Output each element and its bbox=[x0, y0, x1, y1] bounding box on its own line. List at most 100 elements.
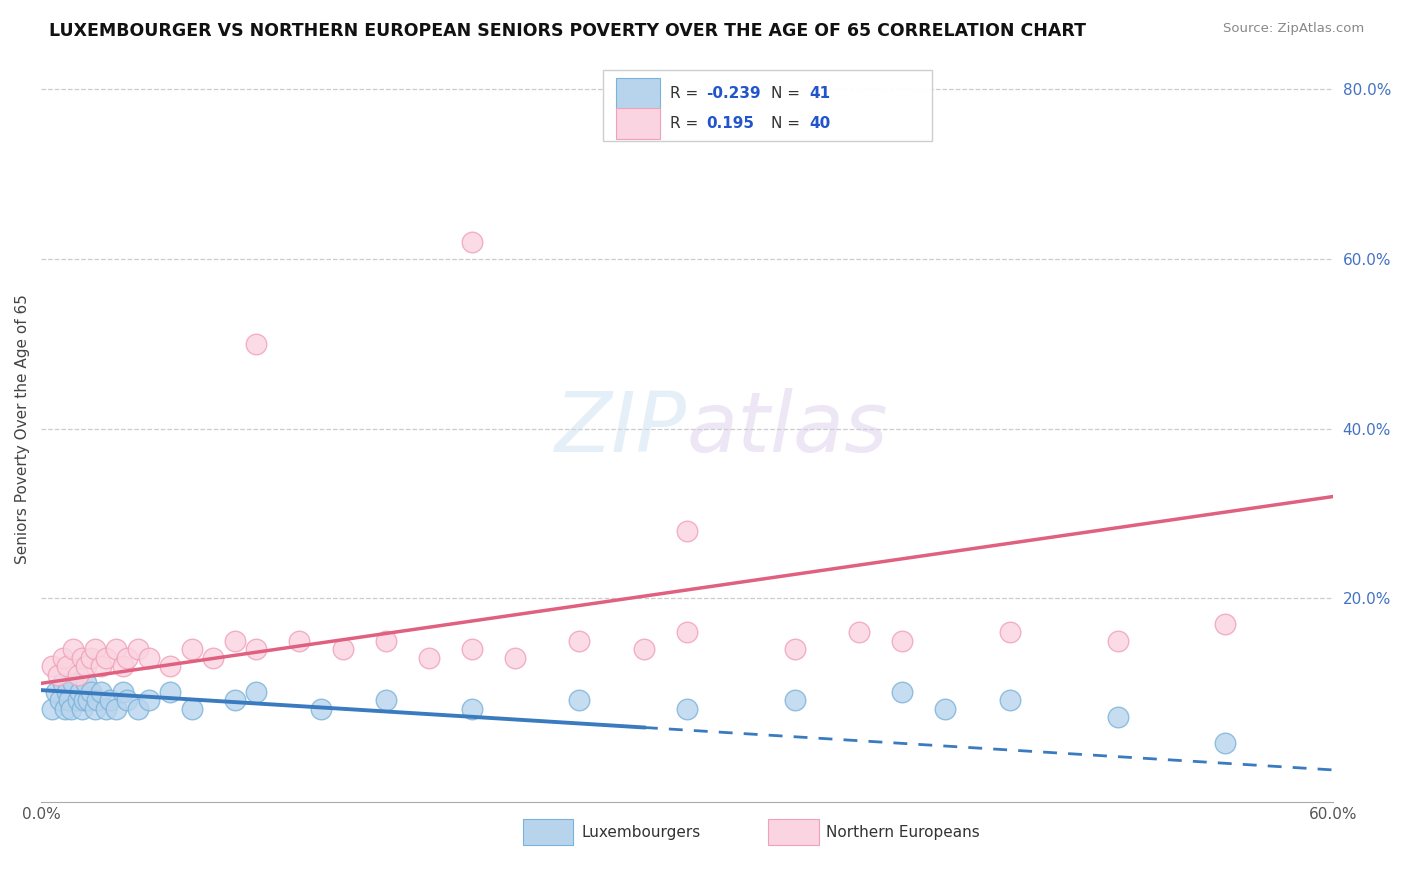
Point bbox=[90, 685, 112, 699]
Point bbox=[998, 625, 1021, 640]
Y-axis label: Seniors Poverty Over the Age of 65: Seniors Poverty Over the Age of 65 bbox=[15, 293, 30, 564]
Point bbox=[115, 651, 138, 665]
Point bbox=[159, 659, 181, 673]
Point bbox=[288, 633, 311, 648]
Point bbox=[84, 702, 107, 716]
Point bbox=[568, 693, 591, 707]
Point bbox=[58, 693, 80, 707]
Point bbox=[418, 651, 440, 665]
Point bbox=[105, 702, 128, 716]
Point bbox=[66, 693, 89, 707]
Point bbox=[891, 633, 914, 648]
Text: N =: N = bbox=[770, 116, 804, 131]
Point bbox=[460, 702, 482, 716]
Text: LUXEMBOURGER VS NORTHERN EUROPEAN SENIORS POVERTY OVER THE AGE OF 65 CORRELATION: LUXEMBOURGER VS NORTHERN EUROPEAN SENIOR… bbox=[49, 22, 1087, 40]
Point bbox=[676, 702, 699, 716]
Point bbox=[56, 685, 79, 699]
FancyBboxPatch shape bbox=[603, 70, 932, 141]
Point bbox=[77, 693, 100, 707]
Point bbox=[245, 642, 267, 657]
Point bbox=[180, 642, 202, 657]
Point bbox=[460, 235, 482, 249]
Point bbox=[783, 693, 806, 707]
Point bbox=[503, 651, 526, 665]
Text: N =: N = bbox=[770, 86, 804, 101]
Point bbox=[75, 676, 97, 690]
Point bbox=[41, 702, 63, 716]
Point bbox=[332, 642, 354, 657]
Point bbox=[94, 702, 117, 716]
Point bbox=[94, 651, 117, 665]
Point bbox=[115, 693, 138, 707]
Point bbox=[934, 702, 956, 716]
Point bbox=[224, 633, 246, 648]
Point bbox=[245, 685, 267, 699]
Text: R =: R = bbox=[671, 116, 703, 131]
Point bbox=[891, 685, 914, 699]
Point bbox=[460, 642, 482, 657]
Point bbox=[568, 633, 591, 648]
Point bbox=[374, 693, 396, 707]
FancyBboxPatch shape bbox=[523, 820, 574, 845]
Point bbox=[1107, 633, 1129, 648]
Text: ZIP: ZIP bbox=[555, 388, 688, 469]
Point bbox=[62, 676, 84, 690]
Point bbox=[245, 336, 267, 351]
Point bbox=[79, 685, 101, 699]
FancyBboxPatch shape bbox=[616, 108, 659, 139]
Point bbox=[69, 685, 91, 699]
Point bbox=[783, 642, 806, 657]
Point bbox=[90, 659, 112, 673]
Text: 41: 41 bbox=[810, 86, 831, 101]
Point bbox=[202, 651, 225, 665]
Point bbox=[138, 693, 160, 707]
Point bbox=[105, 642, 128, 657]
Point bbox=[676, 524, 699, 538]
Point bbox=[676, 625, 699, 640]
Point bbox=[73, 693, 96, 707]
Point bbox=[70, 651, 93, 665]
Point bbox=[41, 659, 63, 673]
Point bbox=[1107, 710, 1129, 724]
Point bbox=[1213, 616, 1236, 631]
Point bbox=[45, 685, 67, 699]
Point bbox=[309, 702, 332, 716]
Point bbox=[52, 676, 75, 690]
Point bbox=[52, 651, 75, 665]
Point bbox=[998, 693, 1021, 707]
Point bbox=[84, 642, 107, 657]
Text: Source: ZipAtlas.com: Source: ZipAtlas.com bbox=[1223, 22, 1364, 36]
Point bbox=[66, 668, 89, 682]
Point bbox=[62, 642, 84, 657]
Point bbox=[79, 651, 101, 665]
Point bbox=[848, 625, 870, 640]
Text: Northern Europeans: Northern Europeans bbox=[827, 824, 980, 839]
Point bbox=[56, 659, 79, 673]
Point bbox=[138, 651, 160, 665]
Point bbox=[111, 685, 134, 699]
Point bbox=[127, 642, 149, 657]
Point bbox=[60, 702, 83, 716]
Point bbox=[224, 693, 246, 707]
Text: 40: 40 bbox=[810, 116, 831, 131]
Text: Luxembourgers: Luxembourgers bbox=[581, 824, 700, 839]
Point bbox=[75, 659, 97, 673]
Point bbox=[70, 702, 93, 716]
FancyBboxPatch shape bbox=[768, 820, 818, 845]
Point bbox=[98, 693, 121, 707]
Point bbox=[49, 693, 72, 707]
Point bbox=[1213, 736, 1236, 750]
Point bbox=[180, 702, 202, 716]
Text: R =: R = bbox=[671, 86, 703, 101]
FancyBboxPatch shape bbox=[616, 78, 659, 109]
Point bbox=[159, 685, 181, 699]
Text: 0.195: 0.195 bbox=[706, 116, 755, 131]
Point bbox=[633, 642, 655, 657]
Point bbox=[53, 702, 76, 716]
Text: atlas: atlas bbox=[688, 388, 889, 469]
Point bbox=[374, 633, 396, 648]
Point bbox=[86, 693, 108, 707]
Point bbox=[111, 659, 134, 673]
Point bbox=[127, 702, 149, 716]
Point bbox=[46, 668, 69, 682]
